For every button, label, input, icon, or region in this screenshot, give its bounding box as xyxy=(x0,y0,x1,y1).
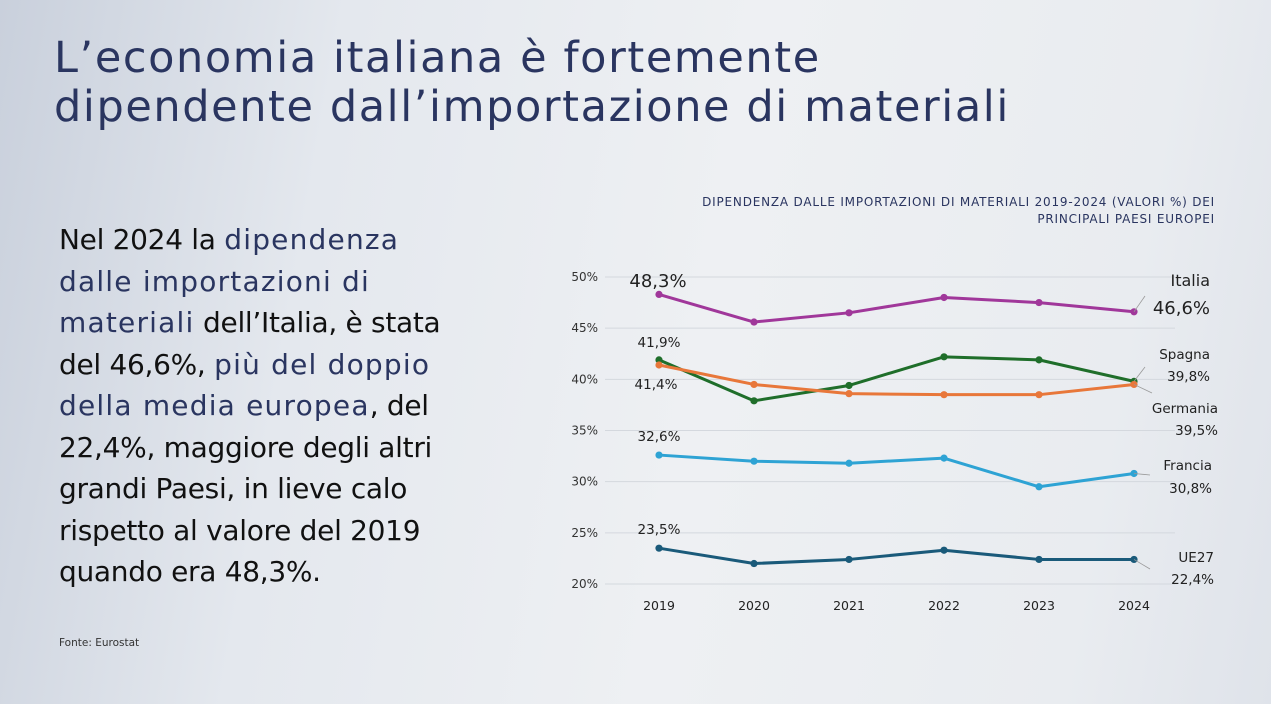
end-value-label: 22,4% xyxy=(1171,572,1214,588)
body-line: materiali dell’Italia, è stata xyxy=(59,302,441,344)
series-name-label: Germania xyxy=(1152,401,1218,417)
highlighted-text: dipendenza xyxy=(224,223,400,256)
highlighted-text: della media europea xyxy=(59,389,370,422)
text: dell’Italia, è stata xyxy=(194,306,441,339)
data-point-francia xyxy=(750,457,758,465)
body-line: grandi Paesi, in lieve calo xyxy=(59,468,440,510)
x-tick-label: 2024 xyxy=(1118,598,1150,613)
highlighted-text: dalle importazioni di xyxy=(59,264,371,298)
start-value-label: 23,5% xyxy=(638,522,681,538)
data-point-germania xyxy=(655,361,663,369)
data-point-italia xyxy=(845,309,853,317)
data-point-francia xyxy=(655,451,663,459)
data-point-italia xyxy=(655,290,663,298)
chart-title-line: DIPENDENZA DALLE IMPORTAZIONI DI MATERIA… xyxy=(702,195,1215,209)
data-point-ue27 xyxy=(940,546,948,554)
data-point-spagna xyxy=(940,353,948,361)
y-tick-label: 35% xyxy=(571,424,598,438)
body-line: rispetto al valore del 2019 xyxy=(59,510,440,552)
series-name-label: Spagna xyxy=(1159,347,1210,363)
body-line: della media europea, del xyxy=(59,385,440,427)
series-line-italia xyxy=(658,292,1135,324)
series-name-label: UE27 xyxy=(1178,550,1214,566)
data-point-ue27 xyxy=(655,544,663,552)
end-value-label: 39,8% xyxy=(1167,369,1210,385)
text: 22,4%, maggiore degli altri xyxy=(59,430,433,464)
text: del 46,6%, xyxy=(59,347,215,381)
data-point-germania xyxy=(750,380,758,389)
data-point-spagna xyxy=(655,356,663,364)
leader-line xyxy=(1133,366,1146,382)
data-point-ue27 xyxy=(1035,555,1043,564)
body-line: 22,4%, maggiore degli altri xyxy=(59,427,440,469)
start-value-label: 48,3% xyxy=(629,271,686,292)
series-line-ue27 xyxy=(658,546,1134,566)
start-value-label: 41,9% xyxy=(638,335,681,351)
x-tick-label: 2019 xyxy=(643,598,675,613)
data-point-spagna xyxy=(750,397,758,405)
data-point-spagna xyxy=(1035,356,1043,364)
data-point-ue27 xyxy=(750,559,758,568)
series-line-germania xyxy=(658,363,1135,397)
body-line: quando era 48,3%. xyxy=(59,551,440,593)
series-line-francia xyxy=(658,453,1135,489)
text: , del xyxy=(369,389,429,422)
y-tick-label: 30% xyxy=(571,475,598,489)
body-line: dalle importazioni di xyxy=(59,261,440,303)
start-value-label: 32,6% xyxy=(638,429,681,445)
series-name-label: Italia xyxy=(1171,271,1211,290)
body-text: Nel 2024 la dipendenza dalle importazioni… xyxy=(59,219,441,593)
data-point-germania xyxy=(1035,391,1043,399)
y-tick-label: 25% xyxy=(571,526,598,540)
end-value-label: 39,5% xyxy=(1175,423,1218,439)
data-point-spagna xyxy=(845,381,853,390)
y-tick-label: 20% xyxy=(571,577,598,591)
chart-title: DIPENDENZA DALLE IMPORTAZIONI DI MATERIA… xyxy=(702,194,1215,228)
highlighted-text: materiali xyxy=(59,306,195,339)
start-value-label: 41,4% xyxy=(635,377,678,393)
data-point-italia xyxy=(750,318,758,326)
chart-title-line: PRINCIPALI PAESI EUROPEI xyxy=(1037,212,1215,226)
data-point-francia xyxy=(940,454,948,462)
end-value-label: 30,8% xyxy=(1169,481,1212,497)
y-tick-label: 45% xyxy=(571,321,598,335)
data-point-germania xyxy=(940,391,948,399)
text: quando era 48,3%. xyxy=(59,555,321,588)
leader-line xyxy=(1133,559,1151,570)
data-point-francia xyxy=(845,459,853,467)
data-point-ue27 xyxy=(845,555,853,564)
x-tick-label: 2020 xyxy=(738,598,770,613)
text: grandi Paesi, in lieve calo xyxy=(59,472,408,505)
slide-title: L’economia italiana è fortemente dipende… xyxy=(54,34,1010,132)
data-point-germania xyxy=(845,390,853,398)
data-point-francia xyxy=(1035,483,1043,491)
body-line: del 46,6%, più del doppio xyxy=(59,344,440,386)
data-point-italia xyxy=(940,293,948,302)
body-line: Nel 2024 la dipendenza xyxy=(59,219,440,261)
highlighted-text: più del doppio xyxy=(214,347,431,381)
series-line-spagna xyxy=(658,355,1135,403)
source-note: Fonte: Eurostat xyxy=(59,637,140,649)
title-line: L’economia italiana è fortemente xyxy=(54,33,821,83)
text: rispetto al valore del 2019 xyxy=(59,513,421,547)
end-value-label: 46,6% xyxy=(1153,298,1210,319)
y-tick-label: 40% xyxy=(571,372,598,386)
title-line: dipendente dall’importazione di material… xyxy=(54,82,1010,132)
leader-line xyxy=(1133,295,1146,313)
leader-line xyxy=(1133,384,1153,394)
leader-line xyxy=(1133,473,1151,476)
x-tick-label: 2023 xyxy=(1023,598,1055,613)
text: Nel 2024 la xyxy=(59,223,225,256)
x-tick-label: 2021 xyxy=(833,598,865,613)
series-name-label: Francia xyxy=(1163,458,1212,474)
x-tick-label: 2022 xyxy=(928,598,960,613)
y-tick-label: 50% xyxy=(571,270,598,284)
data-point-italia xyxy=(1035,298,1043,307)
